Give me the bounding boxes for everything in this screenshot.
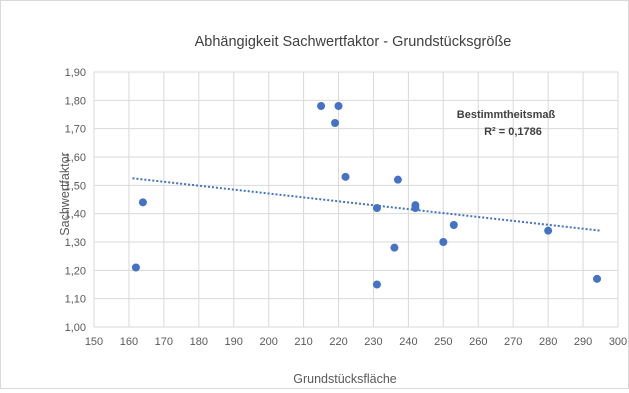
x-tick-label: 230 — [364, 336, 382, 348]
data-point — [390, 243, 399, 252]
trendline-layer — [132, 177, 601, 232]
data-point — [449, 221, 458, 229]
x-tick-label: 220 — [329, 336, 347, 348]
x-tick-label: 200 — [259, 336, 277, 348]
y-tick-label: 1,20 — [65, 265, 86, 277]
data-points — [131, 102, 602, 289]
x-axis-ticks: 150 160 170 180 190 200 210 220 230 240 250 260 270 2… — [85, 336, 627, 348]
data-point — [411, 201, 420, 210]
y-tick-label: 1,00 — [65, 322, 86, 334]
annotation-title: Bestimmtheitsmaß — [457, 109, 556, 121]
x-tick-label: 210 — [294, 336, 312, 348]
y-tick-label: 1,70 — [65, 124, 86, 136]
y-tick-label: 1,40 — [65, 209, 86, 221]
annotation-r-squared: R² = 0,1786 — [484, 126, 542, 138]
data-point — [331, 119, 340, 127]
x-tick-label: 180 — [190, 336, 208, 348]
x-tick-label: 150 — [85, 336, 103, 348]
chart-title: Abhängigkeit Sachwertfaktor - Grundstück… — [195, 34, 512, 50]
data-point — [393, 175, 402, 184]
data-point — [439, 238, 448, 246]
y-tick-label: 1,30 — [65, 237, 86, 249]
x-tick-label: 160 — [120, 336, 138, 348]
data-point — [138, 198, 147, 207]
data-point — [131, 263, 140, 272]
y-axis-label: Sachwertfaktor — [58, 152, 72, 235]
data-point — [372, 280, 381, 289]
trendline — [132, 177, 601, 232]
y-tick-label: 1,10 — [65, 294, 86, 306]
y-tick-label: 1,80 — [65, 95, 86, 107]
y-tick-label: 1,60 — [65, 152, 86, 164]
gridlines — [93, 71, 619, 328]
x-tick-label: 260 — [469, 336, 487, 348]
x-tick-label: 240 — [399, 336, 417, 348]
x-tick-label: 280 — [539, 336, 557, 348]
y-axis-ticks: 1,00 1,10 1,20 1,30 1,40 1,50 1,60 1,70 1,80 1,90 — [65, 67, 86, 334]
x-tick-label: 250 — [434, 336, 452, 348]
x-tick-label: 290 — [574, 336, 592, 348]
data-point — [544, 226, 553, 235]
y-tick-label: 1,90 — [65, 67, 86, 79]
x-tick-label: 190 — [225, 336, 243, 348]
data-point — [372, 204, 381, 212]
x-tick-label: 170 — [155, 336, 173, 348]
x-tick-label: 300 — [609, 336, 627, 348]
data-point — [593, 274, 602, 283]
data-point — [341, 172, 350, 181]
data-point — [317, 102, 326, 110]
y-tick-label: 1,50 — [65, 180, 86, 192]
x-tick-label: 270 — [504, 336, 522, 348]
x-axis-label: Grundstücksfläche — [293, 372, 397, 386]
data-point — [334, 102, 343, 110]
